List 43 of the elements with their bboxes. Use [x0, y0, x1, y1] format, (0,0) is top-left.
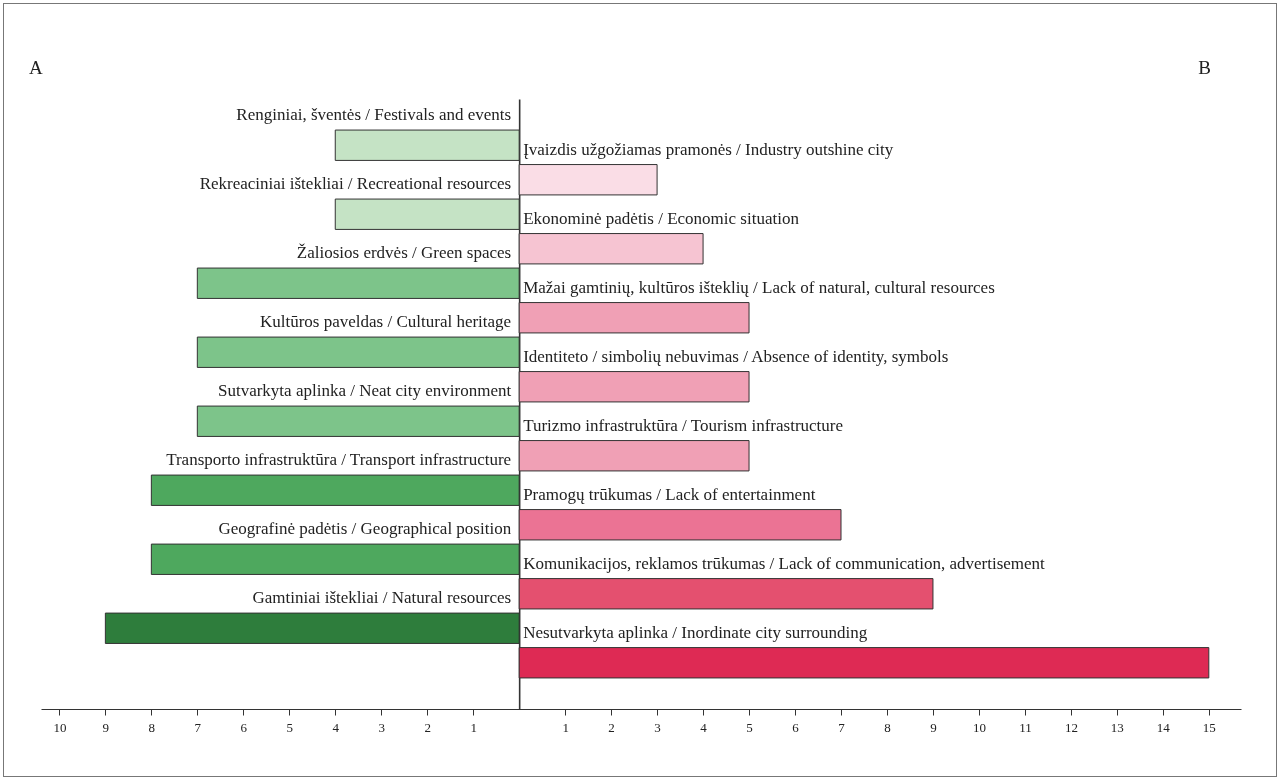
y-tick-label: Žaliosios erdvės / Green spaces — [296, 243, 512, 263]
x-tick-label: 6 — [240, 719, 248, 735]
y-tick-label: Transporto infrastruktūra / Transport infrastructure — [166, 450, 512, 470]
y-tick-label: Rekreaciniai ištekliai / Recreational resources — [199, 174, 512, 194]
y-tick-label: Pramogų trūkumas / Lack of entertainment — [523, 484, 816, 504]
y-tick-label: Įvaizdis užgožiamas pramonės / Industry outshine city — [523, 139, 894, 159]
x-tick-label: 10 — [972, 719, 986, 735]
y-tick-label: Turizmo infrastruktūra / Tourism infrastructure — [523, 415, 844, 435]
y-tick-label: Nesutvarkyta aplinka / Inordinate city surrounding — [523, 622, 868, 642]
x-tick-label: 3 — [378, 719, 385, 735]
x-tick-label: 1 — [562, 719, 569, 735]
x-tick-label: 9 — [102, 719, 110, 735]
y-tick-label: Kultūros paveldas / Cultural heritage — [259, 312, 512, 332]
x-tick-label: 7 — [194, 719, 202, 735]
x-tick-label: 3 — [654, 719, 661, 735]
y-tick-label: Geografinė padėtis / Geographical position — [218, 519, 512, 539]
y-tick-label: Komunikacijos, reklamos trūkumas / Lack of communication, advertisement — [523, 553, 1046, 573]
y-tick-label: Sutvarkyta aplinka / Neat city environment — [217, 381, 512, 401]
y-tick-label: Ekonominė padėtis / Economic situation — [523, 208, 800, 228]
x-tick-label: 8 — [148, 719, 156, 735]
x-tick-label: 10 — [53, 719, 67, 735]
y-tick-label: Gamtiniai ištekliai / Natural resources — [252, 588, 512, 608]
x-tick-label: 14 — [1156, 719, 1171, 735]
x-tick-label: 13 — [1110, 719, 1124, 735]
x-tick-label: 2 — [608, 719, 615, 735]
x-tick-label: 1 — [470, 719, 477, 735]
x-tick-label: 4 — [700, 719, 708, 735]
y-tick-label: Mažai gamtinių, kultūros išteklių / Lack of natural, cultural resources — [523, 277, 995, 297]
x-tick-label: 6 — [792, 719, 800, 735]
x-tick-label: 15 — [1202, 719, 1216, 735]
x-tick-label: 11 — [1019, 719, 1032, 735]
x-tick-label: 5 — [746, 719, 753, 735]
y-tick-label: Identiteto / simbolių nebuvimas / Absence of identity, symbols — [523, 346, 949, 366]
x-tick-label: 5 — [286, 719, 294, 735]
x-tick-label: 7 — [838, 719, 846, 735]
x-tick-label: 9 — [930, 719, 937, 735]
x-tick-label: 8 — [884, 719, 891, 735]
text: A — [29, 57, 43, 78]
x-tick-label: 4 — [332, 719, 340, 735]
y-tick-label: Renginiai, šventės / Festivals and events — [236, 105, 512, 125]
x-tick-label: 2 — [424, 719, 431, 735]
x-tick-label: 12 — [1064, 719, 1078, 735]
text: B — [1198, 57, 1211, 78]
